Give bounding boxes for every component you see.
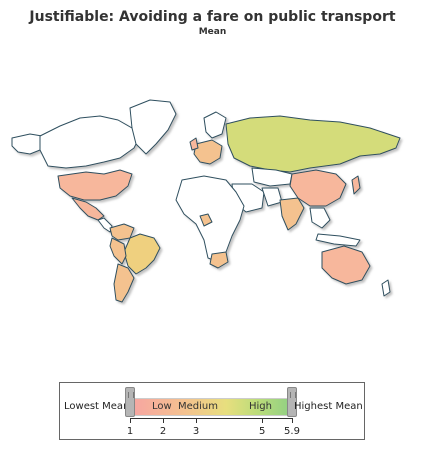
region-china[interactable]	[289, 169, 347, 207]
region-new-zealand[interactable]	[381, 279, 391, 297]
legend-tick-label: 1	[126, 426, 134, 437]
region-iran[interactable]	[261, 187, 283, 207]
legend-tick-label: 5.9	[284, 426, 300, 437]
region-peru[interactable]	[109, 237, 127, 265]
region-japan[interactable]	[351, 175, 361, 195]
legend-tick-label: 3	[192, 426, 200, 437]
map-title: Justifiable: Avoiding a fare on public t…	[29, 9, 396, 25]
legend-band-medium: Medium	[178, 401, 218, 412]
legend-max-handle[interactable]	[287, 387, 297, 417]
legend-tick	[292, 418, 293, 423]
region-alaska[interactable]	[11, 133, 43, 155]
region-scandinavia[interactable]	[203, 111, 227, 139]
legend-tick-label: 2	[159, 426, 167, 437]
region-greenland[interactable]	[129, 99, 177, 155]
region-argentina[interactable]	[113, 263, 135, 303]
region-south-africa[interactable]	[209, 251, 229, 269]
region-mexico[interactable]	[71, 197, 105, 221]
region-russia[interactable]	[225, 115, 401, 173]
legend: Lowest Mean Low Medium High Highest Mean…	[59, 382, 365, 440]
region-nigeria[interactable]	[199, 213, 213, 227]
map-subtitle: Mean	[198, 27, 227, 37]
legend-highest-label: Highest Mean	[294, 401, 363, 412]
legend-lowest-label: Lowest Mean	[64, 401, 130, 412]
legend-tick	[130, 418, 131, 423]
world-map	[11, 99, 401, 303]
region-indonesia[interactable]	[315, 233, 361, 247]
region-southeast-asia[interactable]	[309, 207, 331, 229]
region-india[interactable]	[279, 197, 305, 231]
legend-axis	[130, 418, 292, 419]
region-brazil[interactable]	[123, 233, 161, 275]
legend-tick	[262, 418, 264, 423]
legend-tick	[196, 418, 198, 423]
legend-tick	[163, 418, 165, 423]
legend-gradient-bar: Low Medium High	[128, 398, 292, 416]
region-australia[interactable]	[321, 245, 371, 285]
region-usa[interactable]	[57, 169, 133, 201]
region-western-europe[interactable]	[193, 139, 223, 165]
legend-min-handle[interactable]	[125, 387, 135, 417]
region-canada[interactable]	[39, 115, 141, 169]
legend-band-high: High	[249, 401, 272, 412]
legend-band-low: Low	[152, 401, 172, 412]
region-central-america[interactable]	[97, 217, 113, 233]
region-uk[interactable]	[189, 137, 199, 151]
legend-tick-label: 5	[259, 426, 266, 437]
